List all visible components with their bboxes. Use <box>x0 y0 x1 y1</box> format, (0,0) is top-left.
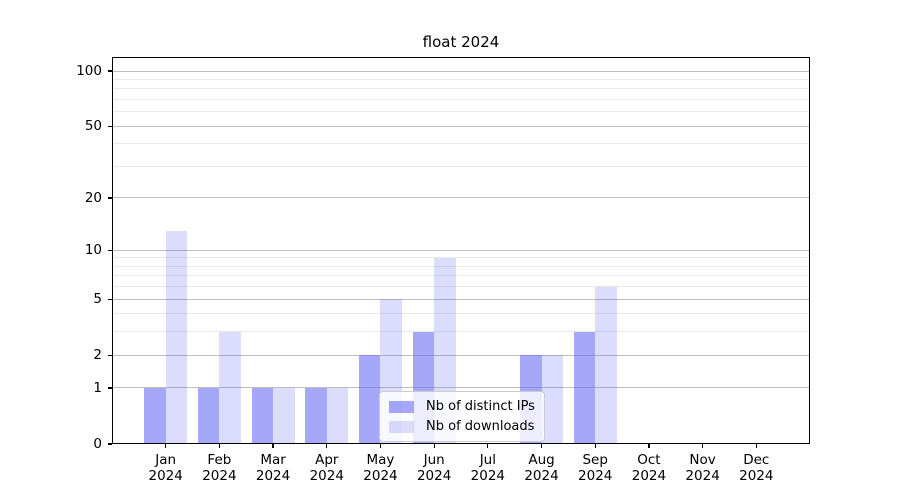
gridline-y-40 <box>113 143 809 145</box>
legend-label-downloads: Nb of downloads <box>426 419 535 434</box>
y-tick-10 <box>108 249 112 251</box>
x-tick-label-oct: Oct 2024 <box>631 452 667 484</box>
legend-entry-distinct-ips: Nb of distinct IPs <box>389 399 535 414</box>
x-tick-aug <box>540 444 543 448</box>
gridline-y-5 <box>113 298 809 300</box>
x-tick-label-sep: Sep 2024 <box>578 452 613 484</box>
gridline-y-70 <box>113 98 809 100</box>
y-tick-2 <box>108 354 112 356</box>
bar-may-distinct-ips <box>358 355 381 444</box>
bar-sep-downloads <box>595 286 617 444</box>
chart-title: float 2024 <box>422 33 500 51</box>
gridline-y-1 <box>113 387 809 389</box>
x-tick-dec <box>755 444 757 448</box>
gridline-y-7 <box>113 275 809 277</box>
x-tick-nov <box>702 444 704 448</box>
y-tick-label-10: 10 <box>84 242 102 259</box>
y-tick-20 <box>108 197 112 199</box>
x-tick-oct <box>648 444 650 448</box>
y-tick-label-1: 1 <box>93 379 102 396</box>
y-tick-1 <box>108 387 112 389</box>
bar-aug-downloads <box>541 355 564 444</box>
bar-jan-distinct-ips <box>144 387 166 444</box>
x-tick-label-apr: Apr 2024 <box>309 452 344 484</box>
bar-jan-downloads <box>165 230 188 444</box>
x-tick-sep <box>594 444 596 448</box>
bar-apr-downloads <box>326 387 349 444</box>
gridline-y-100 <box>113 70 809 72</box>
bar-mar-distinct-ips <box>251 387 274 444</box>
x-tick-jul <box>487 444 489 448</box>
y-tick-5 <box>108 298 112 300</box>
legend: Nb of distinct IPs Nb of downloads <box>379 391 545 442</box>
y-tick-label-2: 2 <box>93 347 102 364</box>
x-tick-label-jul: Jul 2024 <box>470 452 506 484</box>
x-tick-jan <box>165 444 167 448</box>
gridline-y-2 <box>113 354 809 356</box>
gridline-y-50 <box>113 125 809 127</box>
y-tick-100 <box>108 70 112 72</box>
x-tick-label-may: May 2024 <box>363 452 398 484</box>
bar-apr-distinct-ips <box>305 387 327 444</box>
bar-feb-downloads <box>219 331 241 444</box>
gridline-y-60 <box>113 111 809 113</box>
x-tick-label-jun: Jun 2024 <box>416 452 452 484</box>
x-tick-label-feb: Feb 2024 <box>202 452 237 484</box>
gridline-y-10 <box>113 249 809 251</box>
x-tick-apr <box>326 444 328 448</box>
bar-feb-distinct-ips <box>197 387 220 444</box>
y-tick-label-0: 0 <box>93 436 102 452</box>
gridline-y-90 <box>113 78 809 80</box>
legend-label-distinct-ips: Nb of distinct IPs <box>426 399 535 414</box>
y-tick-0 <box>108 443 112 445</box>
gridline-y-8 <box>113 265 809 267</box>
legend-swatch-distinct-ips <box>389 400 414 413</box>
x-tick-label-aug: Aug 2024 <box>524 452 559 484</box>
gridline-y-4 <box>113 313 809 315</box>
gridline-y-3 <box>113 331 809 333</box>
x-tick-feb <box>218 444 220 448</box>
gridline-y-20 <box>113 197 809 199</box>
bar-sep-distinct-ips <box>573 331 596 444</box>
gridline-y-6 <box>113 286 809 288</box>
legend-swatch-downloads <box>389 420 414 433</box>
bar-mar-downloads <box>273 387 295 444</box>
y-tick-label-100: 100 <box>76 63 102 79</box>
gridline-y-9 <box>113 257 809 259</box>
y-tick-label-50: 50 <box>84 118 102 135</box>
x-tick-may <box>379 444 382 448</box>
x-tick-label-mar: Mar 2024 <box>255 452 291 484</box>
x-tick-mar <box>272 444 274 448</box>
x-tick-label-nov: Nov 2024 <box>685 452 720 484</box>
y-tick-50 <box>108 125 112 127</box>
gridline-y-80 <box>113 88 809 90</box>
x-tick-label-jan: Jan 2024 <box>148 452 183 484</box>
x-tick-label-dec: Dec 2024 <box>739 452 774 484</box>
y-tick-label-20: 20 <box>84 189 102 206</box>
gridline-y-30 <box>113 165 809 167</box>
y-tick-label-5: 5 <box>93 291 102 308</box>
legend-entry-downloads: Nb of downloads <box>389 419 535 434</box>
x-tick-jun <box>433 444 435 448</box>
